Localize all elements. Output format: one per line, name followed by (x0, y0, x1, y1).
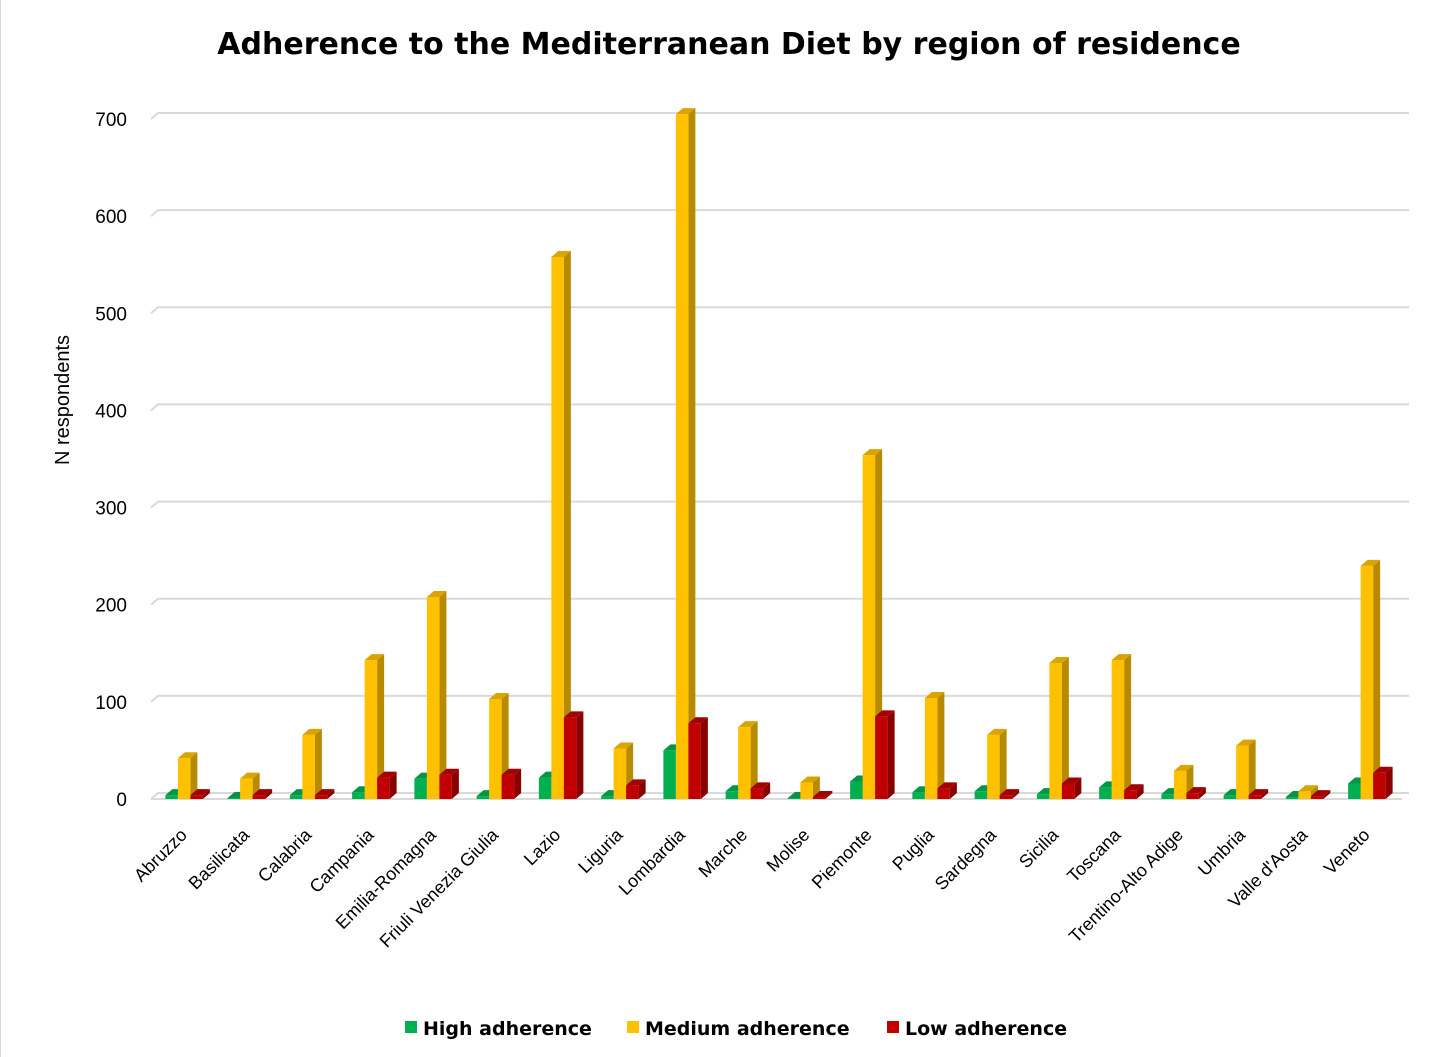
y-tick-label: 0 (116, 790, 127, 811)
x-category-label: Lombardia (615, 824, 690, 899)
gridline (150, 694, 1409, 703)
legend-swatch (405, 1021, 417, 1033)
bar-medium-adherence (924, 691, 945, 799)
y-tick-label: 600 (95, 207, 127, 228)
y-tick-label: 500 (95, 304, 127, 325)
bars (165, 108, 1393, 799)
y-axis-label: N respondents (52, 335, 74, 465)
y-tick-label: 100 (95, 693, 127, 714)
legend-label: High adherence (423, 1018, 592, 1040)
bar-low-adherence (1061, 777, 1082, 799)
x-category-label: Toscana (1063, 824, 1125, 886)
x-category-label: Calabria (254, 824, 316, 886)
legend-item: High adherence (405, 1018, 592, 1040)
bar-medium-adherence (1049, 657, 1069, 799)
x-category-label: Molise (763, 825, 814, 876)
bar-medium-adherence (987, 728, 1007, 799)
bar-low-adherence (252, 789, 273, 799)
x-category-label: Sicilia (1015, 824, 1063, 872)
x-category-label: Abruzzo (130, 825, 191, 886)
bar-medium-adherence (1111, 654, 1132, 799)
y-axis-ticks: 0 100 200 300 400 500 600 700 (95, 110, 127, 811)
gridline (150, 597, 1409, 606)
gridline (150, 306, 1409, 315)
legend-label: Medium adherence (645, 1018, 850, 1040)
bar-medium-adherence (426, 590, 447, 799)
bar-low-adherence (1248, 789, 1269, 799)
bar-low-adherence (1310, 790, 1331, 799)
x-category-label: Lazio (520, 825, 565, 870)
bar-low-adherence (812, 791, 833, 799)
gridline (150, 403, 1409, 412)
bar-low-adherence (626, 779, 646, 799)
bar-low-adherence (190, 789, 210, 799)
x-category-label: Veneto (1320, 825, 1374, 879)
legend-item: Medium adherence (627, 1018, 850, 1040)
x-category-label: Piemonte (808, 825, 876, 893)
bar-low-adherence (999, 789, 1020, 799)
bar-medium-adherence (738, 721, 758, 799)
legend-label: Low adherence (905, 1018, 1067, 1040)
x-category-label: Trentino-Alto Adige (1065, 825, 1187, 947)
bar-medium-adherence (177, 752, 198, 799)
x-category-label: Marche (695, 825, 752, 882)
x-category-label: Liguria (574, 824, 627, 877)
bar-low-adherence (563, 711, 584, 799)
bar-medium-adherence (302, 728, 322, 799)
bar-low-adherence (314, 789, 335, 799)
y-tick-label: 300 (95, 499, 127, 520)
bar-medium-adherence (551, 250, 571, 799)
bar-low-adherence (875, 710, 895, 799)
x-category-label: Sardegna (931, 824, 1001, 894)
legend-swatch (887, 1021, 899, 1033)
x-category-label: Puglia (888, 824, 938, 874)
bar-low-adherence (1373, 766, 1393, 799)
x-category-label: Friuli Venezia Giulia (376, 824, 503, 951)
y-tick-label: 700 (95, 110, 127, 131)
bar-medium-adherence (364, 654, 385, 799)
bar-low-adherence (1124, 784, 1144, 799)
legend: High adherence Medium adherence Low adhere… (405, 1018, 1067, 1040)
legend-swatch (627, 1021, 639, 1033)
gridline (150, 500, 1409, 509)
bar-low-adherence (501, 768, 522, 799)
y-tick-label: 200 (95, 596, 127, 617)
x-category-label: Umbria (1194, 824, 1250, 880)
bar-medium-adherence (675, 108, 696, 799)
y-tick-label: 400 (95, 401, 127, 422)
bar-low-adherence (377, 771, 397, 799)
bar-low-adherence (1186, 787, 1206, 799)
gridline (150, 112, 1409, 120)
bar-low-adherence (750, 782, 771, 799)
x-category-label: Basilicata (185, 824, 254, 893)
gridline (150, 209, 1409, 217)
bar-low-adherence (937, 782, 957, 799)
bar-medium-adherence (1236, 739, 1256, 799)
gridlines (150, 112, 1409, 800)
bar-low-adherence (439, 768, 459, 799)
legend-item: Low adherence (887, 1018, 1067, 1040)
bar-medium-adherence (862, 449, 883, 799)
bar-low-adherence (688, 717, 708, 799)
chart-title: Adherence to the Mediterranean Diet by r… (217, 27, 1240, 62)
bar-medium-adherence (1360, 559, 1381, 799)
